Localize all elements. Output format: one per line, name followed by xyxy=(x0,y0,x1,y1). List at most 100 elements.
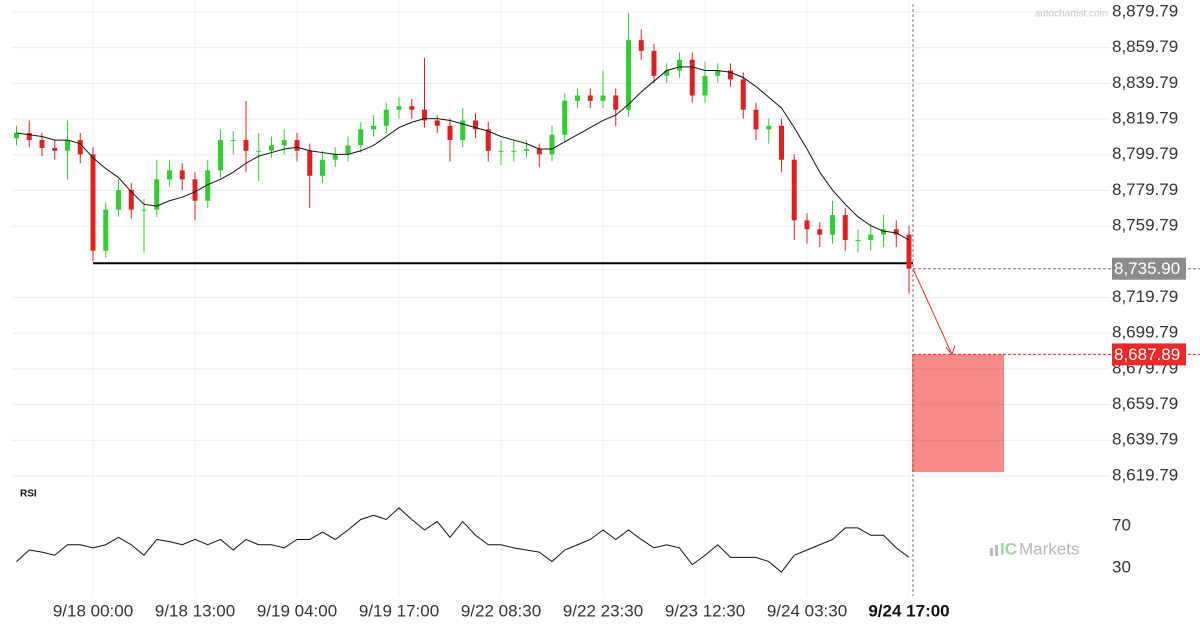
candle-body xyxy=(154,179,160,210)
candle-body xyxy=(485,129,491,151)
x-tick-label: 9/24 03:30 xyxy=(767,601,847,620)
candle-body xyxy=(179,170,185,180)
candle-body xyxy=(728,70,733,80)
candle-body xyxy=(128,190,134,210)
candle-body xyxy=(766,125,772,130)
candle-body xyxy=(511,150,517,152)
forecast-zone xyxy=(912,354,1004,472)
y-tick-label: 8,619.79 xyxy=(1112,465,1178,484)
candle-body xyxy=(689,59,695,96)
candle-body xyxy=(587,95,593,101)
candle-body xyxy=(893,229,899,235)
y-tick-label: 8,819.79 xyxy=(1112,109,1178,128)
last-price-box xyxy=(1112,257,1186,280)
candle-body xyxy=(358,129,364,146)
candle-body xyxy=(447,125,453,141)
candle-body xyxy=(524,148,529,151)
candle-body xyxy=(192,179,198,201)
candle-body xyxy=(243,140,249,151)
candle-body xyxy=(779,125,784,160)
y-tick-label: 8,659.79 xyxy=(1112,394,1178,413)
candle-body xyxy=(473,120,478,130)
candle-body xyxy=(740,79,746,110)
y-tick-label: 8,639.79 xyxy=(1112,430,1178,449)
forecast-arrow xyxy=(912,268,953,355)
y-tick-label: 8,699.79 xyxy=(1112,323,1178,342)
x-tick-label: 9/18 00:00 xyxy=(53,601,133,620)
candle-body xyxy=(906,234,912,269)
plot: 8,879.79 8,859.79 8,839.79 8,819.79 8,799.79… xyxy=(12,0,1200,620)
candle-body xyxy=(498,150,504,152)
candle-body xyxy=(218,140,223,171)
candle-body xyxy=(205,170,211,201)
candle-body xyxy=(715,70,721,76)
rsi-line xyxy=(16,507,910,573)
candle-body xyxy=(52,147,58,151)
y-tick-label: 8,759.79 xyxy=(1112,216,1178,235)
candle-body xyxy=(677,59,682,71)
candle-body xyxy=(881,229,886,235)
brand-name: Markets xyxy=(1019,539,1079,558)
x-tick-label: 9/22 08:30 xyxy=(461,601,541,620)
candle-body xyxy=(702,75,708,96)
y-tick-label: 8,799.79 xyxy=(1112,144,1178,163)
logo-bar xyxy=(990,548,993,556)
y-tick-label: 8,779.79 xyxy=(1112,180,1178,199)
candle-body xyxy=(396,106,402,110)
candle-body xyxy=(103,209,109,251)
candle-body xyxy=(409,106,415,110)
last-price-label: 8,735.90 xyxy=(1114,259,1180,278)
x-tick-label: 9/18 13:00 xyxy=(155,601,235,620)
candle-body xyxy=(422,109,427,121)
x-tick-label: 9/22 23:30 xyxy=(563,601,643,620)
x-tick-label: 9/19 04:00 xyxy=(257,601,337,620)
candle-body xyxy=(256,150,262,152)
candle-body xyxy=(651,50,657,76)
candle-body xyxy=(383,109,389,126)
candle-body xyxy=(855,240,861,241)
brand-logo: IC Markets xyxy=(990,539,1079,558)
arrow-head xyxy=(945,345,956,356)
candle-body xyxy=(600,95,606,101)
x-tick-label: 9/24 17:00 xyxy=(868,601,949,620)
candle-body xyxy=(638,40,644,51)
brand-prefix: IC xyxy=(1000,539,1017,558)
candle-body xyxy=(167,170,172,180)
rsi-tick-label: 30 xyxy=(1112,557,1131,576)
candle-body xyxy=(613,95,619,110)
y-tick-label: 8,879.79 xyxy=(1112,1,1178,20)
candle-body xyxy=(817,229,823,235)
moving-average xyxy=(16,66,910,241)
candle-body xyxy=(116,190,121,210)
watermark: autochartist.com xyxy=(1035,9,1108,20)
rsi-title: RSI xyxy=(20,489,37,500)
rsi-tick-label: 70 xyxy=(1112,515,1131,534)
candle-body xyxy=(39,140,45,148)
candle-body xyxy=(791,159,797,221)
logo-bar xyxy=(995,545,998,556)
candle-body xyxy=(26,132,32,141)
candle-body xyxy=(562,100,568,135)
candle-body xyxy=(575,95,580,101)
candle-body xyxy=(460,120,466,141)
candle-body xyxy=(90,154,96,251)
candle-body xyxy=(664,70,670,76)
forecast-price-box xyxy=(1112,343,1186,366)
candle-body xyxy=(536,148,542,155)
x-tick-label: 9/19 17:00 xyxy=(359,601,439,620)
candle-body xyxy=(281,140,287,146)
candle-body xyxy=(332,154,338,160)
candle-body xyxy=(307,150,313,176)
forecast-price-label: 8,687.89 xyxy=(1114,345,1180,364)
candle-body xyxy=(371,125,376,130)
candle-body xyxy=(804,220,810,230)
candle-body xyxy=(77,140,83,155)
candle-body xyxy=(753,109,759,130)
y-tick-label: 8,859.79 xyxy=(1112,37,1178,56)
candle-body xyxy=(269,145,274,151)
candle-body xyxy=(141,209,147,211)
y-tick-label: 8,719.79 xyxy=(1112,287,1178,306)
candle-body xyxy=(14,132,19,139)
candle-body xyxy=(345,145,351,155)
